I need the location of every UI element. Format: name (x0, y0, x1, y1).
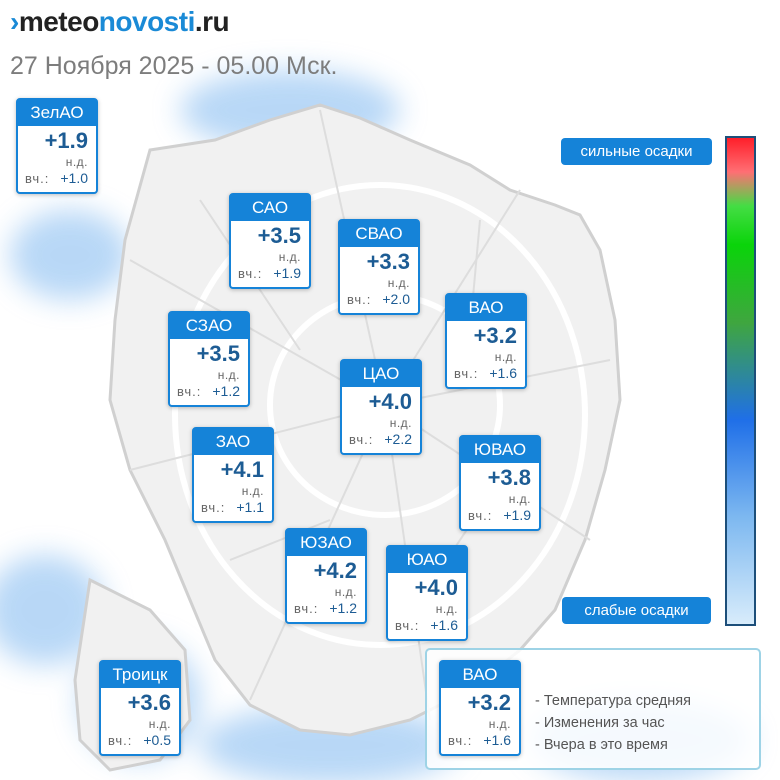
district-card-vao[interactable]: ВАО +3.2 н.д. вч.: +1.6 (445, 293, 527, 389)
district-temperature: +4.0 (368, 389, 412, 414)
yesterday-label: вч.: (468, 508, 493, 523)
yesterday-label: вч.: (454, 366, 479, 381)
district-card-zelao[interactable]: ЗелАО +1.9 н.д. вч.: +1.0 (16, 98, 98, 194)
yesterday-value: +1.9 (503, 507, 531, 523)
district-card-svao[interactable]: СВАО +3.3 н.д. вч.: +2.0 (338, 219, 420, 315)
yesterday-value: +0.5 (143, 732, 171, 748)
district-hourly-change: н.д. (278, 250, 301, 264)
legend-sample-card: ВАО +3.2 н.д. вч.: +1.6 (439, 660, 521, 756)
district-name: ЗелАО (18, 100, 96, 126)
district-name: ВАО (447, 295, 525, 321)
logo-text-meteo: meteo (18, 6, 99, 37)
district-name: СЗАО (170, 313, 248, 339)
yesterday-label: вч.: (108, 733, 133, 748)
district-hourly-change: н.д. (387, 276, 410, 290)
district-name: ЮВАО (461, 437, 539, 463)
district-hourly-change: н.д. (435, 602, 458, 616)
legend-item-hourly-change: - Изменения за час (535, 715, 665, 731)
district-name: ЮАО (388, 547, 466, 573)
district-hourly-change: н.д. (494, 350, 517, 364)
district-name: САО (231, 195, 309, 221)
legend-panel: ВАО +3.2 н.д. вч.: +1.6 - Температура ср… (425, 648, 761, 770)
district-hourly-change: н.д. (65, 155, 88, 169)
district-temperature: +3.2 (467, 690, 511, 715)
district-temperature: +1.9 (44, 128, 88, 153)
district-card-yuvao[interactable]: ЮВАО +3.8 н.д. вч.: +1.9 (459, 435, 541, 531)
district-hourly-change: н.д. (148, 717, 171, 731)
site-logo[interactable]: ›meteonovosti.ru (10, 6, 230, 38)
district-hourly-change: н.д. (389, 416, 412, 430)
yesterday-label: вч.: (349, 432, 374, 447)
legend-items: - Температура средняя - Изменения за час… (535, 690, 691, 756)
district-card-szao[interactable]: СЗАО +3.5 н.д. вч.: +1.2 (168, 311, 250, 407)
yesterday-value: +1.6 (430, 617, 458, 633)
district-hourly-change: н.д. (217, 368, 240, 382)
yesterday-value: +1.6 (489, 365, 517, 381)
precipitation-scale-bar (725, 136, 756, 626)
district-temperature: +3.6 (127, 690, 171, 715)
yesterday-label: вч.: (25, 171, 50, 186)
yesterday-label: вч.: (201, 500, 226, 515)
district-temperature: +3.8 (487, 465, 531, 490)
district-hourly-change: н.д. (488, 717, 511, 731)
district-temperature: +4.1 (220, 457, 264, 482)
logo-mark: › (10, 6, 19, 37)
district-temperature: +3.3 (366, 249, 410, 274)
yesterday-value: +1.0 (60, 170, 88, 186)
district-temperature: +3.5 (196, 341, 240, 366)
yesterday-value: +1.2 (329, 600, 357, 616)
yesterday-value: +2.0 (382, 291, 410, 307)
district-temperature: +4.0 (414, 575, 458, 600)
yesterday-label: вч.: (238, 266, 263, 281)
district-card-yuao[interactable]: ЮАО +4.0 н.д. вч.: +1.6 (386, 545, 468, 641)
district-name: ЦАО (342, 361, 420, 387)
district-hourly-change: н.д. (241, 484, 264, 498)
logo-text-domain: .ru (194, 6, 230, 37)
district-hourly-change: н.д. (508, 492, 531, 506)
district-name: ВАО (441, 662, 519, 688)
district-temperature: +3.5 (257, 223, 301, 248)
scale-label-light: слабые осадки (562, 597, 711, 624)
district-card-zao[interactable]: ЗАО +4.1 н.д. вч.: +1.1 (192, 427, 274, 523)
legend-item-yesterday: - Вчера в это время (535, 737, 668, 753)
yesterday-value: +1.9 (273, 265, 301, 281)
logo-text-novosti: novosti (98, 6, 196, 37)
legend-item-average-temp: - Температура средняя (535, 693, 691, 709)
district-temperature: +3.2 (473, 323, 517, 348)
district-name: ЗАО (194, 429, 272, 455)
yesterday-value: +2.2 (384, 431, 412, 447)
district-hourly-change: н.д. (334, 585, 357, 599)
district-name: СВАО (340, 221, 418, 247)
district-name: Троицк (101, 662, 179, 688)
forecast-datetime: 27 Ноября 2025 - 05.00 Мск. (10, 52, 338, 80)
yesterday-label: вч.: (347, 292, 372, 307)
yesterday-label: вч.: (294, 601, 319, 616)
yesterday-value: +1.6 (483, 732, 511, 748)
district-card-troitsk[interactable]: Троицк +3.6 н.д. вч.: +0.5 (99, 660, 181, 756)
yesterday-label: вч.: (395, 618, 420, 633)
district-card-tsao[interactable]: ЦАО +4.0 н.д. вч.: +2.2 (340, 359, 422, 455)
district-card-yuzao[interactable]: ЮЗАО +4.2 н.д. вч.: +1.2 (285, 528, 367, 624)
yesterday-value: +1.1 (236, 499, 264, 515)
scale-label-heavy: сильные осадки (561, 138, 712, 165)
yesterday-value: +1.2 (212, 383, 240, 399)
district-temperature: +4.2 (313, 558, 357, 583)
yesterday-label: вч.: (448, 733, 473, 748)
district-card-sao[interactable]: САО +3.5 н.д. вч.: +1.9 (229, 193, 311, 289)
district-name: ЮЗАО (287, 530, 365, 556)
yesterday-label: вч.: (177, 384, 202, 399)
